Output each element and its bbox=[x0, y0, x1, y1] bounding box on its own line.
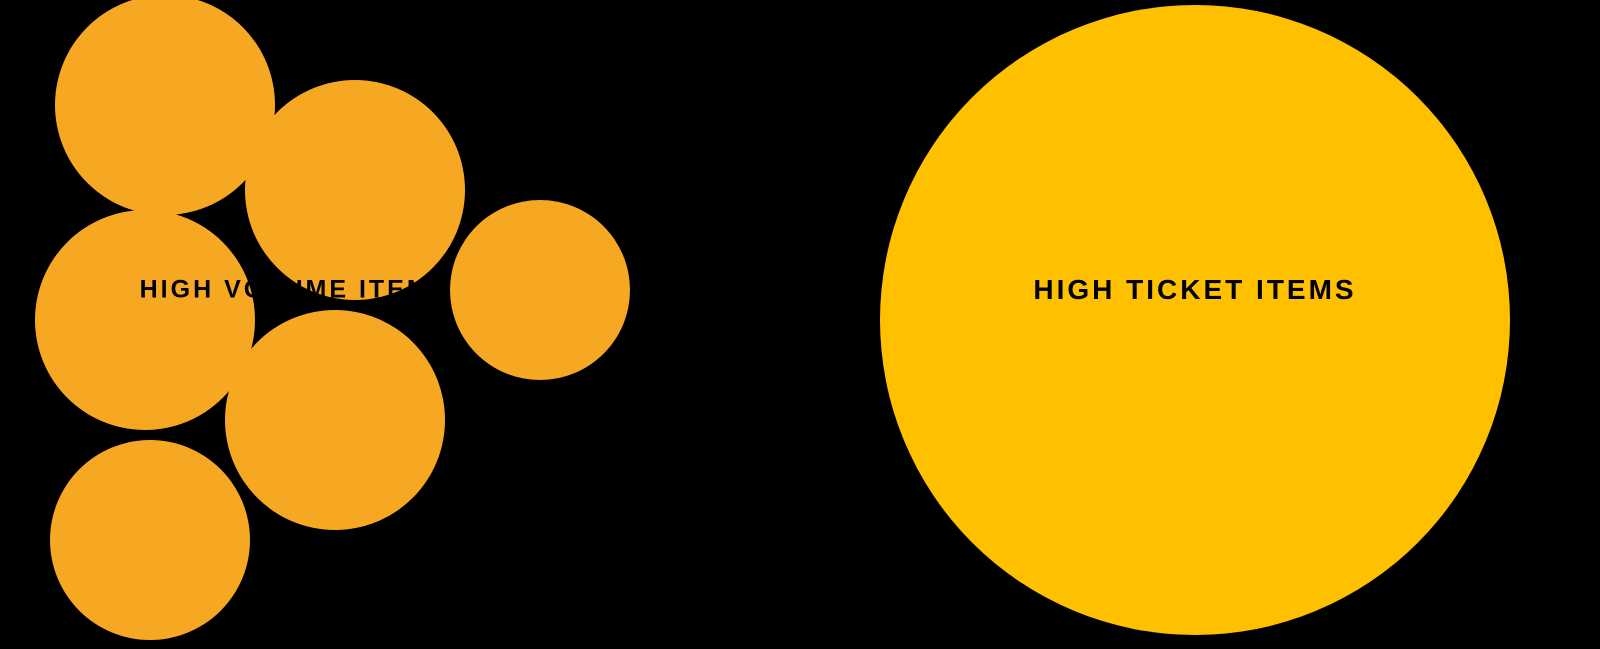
small-circle-1 bbox=[55, 0, 275, 215]
small-circle-3 bbox=[35, 210, 255, 430]
large-circle bbox=[880, 5, 1510, 635]
right-cluster-label: HIGH TICKET ITEMS bbox=[1033, 274, 1356, 306]
small-circle-2 bbox=[245, 80, 465, 300]
left-cluster-label: HIGH VOLUME ITEMS bbox=[140, 276, 451, 305]
small-circle-5 bbox=[225, 310, 445, 530]
small-circle-4 bbox=[450, 200, 630, 380]
small-circle-6 bbox=[50, 440, 250, 640]
